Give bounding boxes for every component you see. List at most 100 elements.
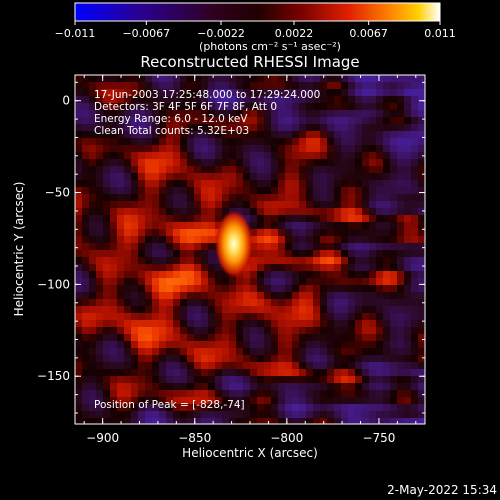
heatmap-cell bbox=[418, 145, 425, 153]
heatmap-cell bbox=[131, 187, 139, 195]
heatmap-cell bbox=[117, 215, 125, 223]
heatmap-cell bbox=[194, 299, 202, 307]
heatmap-cell bbox=[390, 124, 398, 132]
heatmap-cell bbox=[264, 159, 272, 167]
heatmap-cell bbox=[180, 103, 188, 111]
heatmap-cell bbox=[390, 264, 398, 272]
heatmap-cell bbox=[215, 362, 223, 370]
heatmap-cell bbox=[117, 390, 125, 398]
heatmap-cell bbox=[411, 82, 419, 90]
heatmap-cell bbox=[96, 152, 104, 160]
heatmap-cell bbox=[117, 124, 125, 132]
heatmap-cell bbox=[82, 103, 90, 111]
heatmap-cell bbox=[208, 194, 216, 202]
heatmap-cell bbox=[75, 166, 83, 174]
heatmap-cell bbox=[397, 173, 405, 181]
heatmap-cell bbox=[110, 285, 118, 293]
heatmap-cell bbox=[271, 229, 279, 237]
heatmap-cell bbox=[82, 285, 90, 293]
heatmap-cell bbox=[313, 117, 321, 125]
heatmap-cell bbox=[390, 292, 398, 300]
heatmap-cell bbox=[89, 110, 97, 118]
heatmap-cell bbox=[145, 257, 153, 265]
heatmap-cell bbox=[215, 124, 223, 132]
heatmap-cell bbox=[418, 411, 425, 419]
heatmap-cell bbox=[411, 355, 419, 363]
heatmap-cell bbox=[292, 82, 300, 90]
heatmap-cell bbox=[124, 411, 132, 419]
heatmap-cell bbox=[138, 166, 146, 174]
heatmap-cell bbox=[250, 138, 258, 146]
heatmap-cell bbox=[376, 383, 384, 391]
heatmap-cell bbox=[222, 327, 230, 335]
heatmap-cell bbox=[173, 173, 181, 181]
heatmap-cell bbox=[208, 348, 216, 356]
heatmap-cell bbox=[397, 166, 405, 174]
heatmap-cell bbox=[271, 96, 279, 104]
heatmap-cell bbox=[82, 138, 90, 146]
heatmap-cell bbox=[138, 82, 146, 90]
heatmap-cell bbox=[187, 166, 195, 174]
heatmap-cell bbox=[390, 89, 398, 97]
heatmap-cell bbox=[208, 313, 216, 321]
heatmap-cell bbox=[96, 418, 104, 424]
heatmap-cell bbox=[383, 103, 391, 111]
heatmap-cell bbox=[390, 215, 398, 223]
colorbar-tick-label: 0.011 bbox=[424, 27, 456, 40]
heatmap-cell bbox=[397, 320, 405, 328]
heatmap-cell bbox=[285, 166, 293, 174]
heatmap-cell bbox=[180, 131, 188, 139]
heatmap-cell bbox=[355, 124, 363, 132]
heatmap-cell bbox=[334, 369, 342, 377]
heatmap-cell bbox=[334, 411, 342, 419]
heatmap-cell bbox=[397, 138, 405, 146]
heatmap-cell bbox=[264, 180, 272, 188]
heatmap-cell bbox=[236, 110, 244, 118]
heatmap-cell bbox=[334, 334, 342, 342]
heatmap-cell bbox=[187, 229, 195, 237]
heatmap-cell bbox=[271, 159, 279, 167]
heatmap-cell bbox=[278, 299, 286, 307]
heatmap-cell bbox=[145, 327, 153, 335]
heatmap-cell bbox=[390, 285, 398, 293]
heatmap-cell bbox=[103, 82, 111, 90]
heatmap-cell bbox=[82, 166, 90, 174]
heatmap-cell bbox=[313, 152, 321, 160]
heatmap-cell bbox=[117, 236, 125, 244]
heatmap-cell bbox=[334, 229, 342, 237]
heatmap-cell bbox=[278, 236, 286, 244]
heatmap-cell bbox=[180, 278, 188, 286]
heatmap-cell bbox=[222, 124, 230, 132]
heatmap-cell bbox=[194, 285, 202, 293]
heatmap-cell bbox=[348, 362, 356, 370]
heatmap-cell bbox=[187, 362, 195, 370]
heatmap-cell bbox=[369, 89, 377, 97]
heatmap-cell bbox=[264, 152, 272, 160]
heatmap-cell bbox=[194, 306, 202, 314]
heatmap-cell bbox=[173, 96, 181, 104]
heatmap-cell bbox=[411, 138, 419, 146]
heatmap-cell bbox=[257, 208, 265, 216]
heatmap-cell bbox=[264, 418, 272, 424]
heatmap-cell bbox=[208, 110, 216, 118]
heatmap-cell bbox=[348, 369, 356, 377]
heatmap-cell bbox=[208, 117, 216, 125]
heatmap-cell bbox=[306, 75, 314, 83]
heatmap-cell bbox=[208, 397, 216, 405]
heatmap-cell bbox=[117, 271, 125, 279]
heatmap-cell bbox=[117, 334, 125, 342]
heatmap-cell bbox=[187, 236, 195, 244]
heatmap-cell bbox=[215, 404, 223, 412]
heatmap-cell bbox=[124, 334, 132, 342]
heatmap-cell bbox=[82, 411, 90, 419]
heatmap-cell bbox=[320, 299, 328, 307]
heatmap-cell bbox=[173, 320, 181, 328]
heatmap-cell bbox=[138, 369, 146, 377]
heatmap-cell bbox=[306, 215, 314, 223]
heatmap-cell bbox=[362, 299, 370, 307]
heatmap-cell bbox=[306, 110, 314, 118]
heatmap-cell bbox=[222, 145, 230, 153]
heatmap-cell bbox=[271, 334, 279, 342]
colorbar-tick-label: −0.0067 bbox=[122, 27, 170, 40]
heatmap-cell bbox=[313, 264, 321, 272]
